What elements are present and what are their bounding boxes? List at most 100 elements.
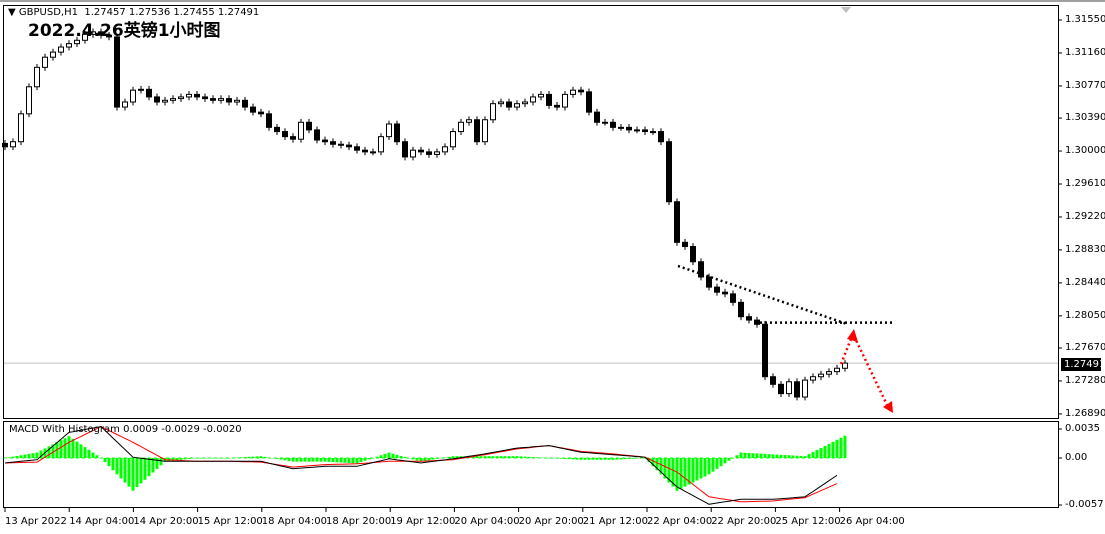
price-tick-label: 1.26890 bbox=[1065, 408, 1105, 419]
candle-body bbox=[643, 130, 648, 132]
candle-body bbox=[403, 142, 408, 157]
histogram-bar bbox=[24, 455, 27, 458]
candle-body bbox=[227, 99, 232, 102]
histogram-bar bbox=[404, 457, 407, 458]
time-tick-label: 25 Apr 12:00 bbox=[775, 516, 840, 527]
histogram-bar bbox=[736, 455, 739, 458]
histogram-bar bbox=[184, 458, 187, 459]
histogram-bar bbox=[576, 458, 579, 460]
candle-body bbox=[275, 127, 280, 131]
projection-arrow-path bbox=[841, 334, 888, 407]
candle-body bbox=[139, 89, 144, 90]
histogram-bar bbox=[696, 458, 699, 480]
histogram-bar bbox=[416, 458, 419, 460]
candle-body bbox=[27, 87, 32, 114]
histogram-bar bbox=[136, 458, 139, 487]
candle-body bbox=[235, 100, 240, 102]
candle-body bbox=[683, 242, 688, 246]
histogram-bar bbox=[344, 458, 347, 463]
histogram-bar bbox=[160, 458, 163, 465]
price-tick-label: 1.29220 bbox=[1065, 211, 1105, 222]
candle-body bbox=[539, 94, 544, 97]
histogram-bar bbox=[120, 458, 123, 478]
histogram-bar bbox=[492, 456, 495, 458]
histogram-bar bbox=[32, 453, 35, 458]
candle-body bbox=[547, 94, 552, 105]
histogram-bar bbox=[104, 458, 107, 462]
candle-body bbox=[411, 150, 416, 157]
histogram-bar bbox=[248, 457, 251, 458]
histogram-bar bbox=[560, 458, 563, 459]
histogram-bar bbox=[204, 458, 207, 459]
histogram-bar bbox=[296, 458, 299, 462]
triangle-down-icon[interactable]: ▼ bbox=[8, 7, 16, 18]
candle-body bbox=[827, 372, 832, 375]
candle-body bbox=[515, 104, 520, 107]
histogram-bar bbox=[612, 458, 615, 460]
price-tick-label: 1.31160 bbox=[1065, 47, 1105, 58]
candle-body bbox=[627, 127, 632, 130]
histogram-bar bbox=[316, 458, 319, 462]
candle-body bbox=[187, 94, 192, 97]
candle-body bbox=[467, 120, 472, 123]
histogram-bar bbox=[188, 458, 191, 459]
candle-body bbox=[619, 127, 624, 128]
histogram-bar bbox=[92, 453, 95, 458]
histogram-bar bbox=[836, 440, 839, 458]
histogram-bar bbox=[504, 456, 507, 458]
histogram-bar bbox=[564, 458, 567, 459]
histogram-bar bbox=[528, 457, 531, 458]
histogram-bar bbox=[396, 455, 399, 458]
candle-body bbox=[595, 112, 600, 122]
histogram-bar bbox=[340, 458, 343, 463]
time-tick-label: 22 Apr 04:00 bbox=[647, 516, 712, 527]
histogram-bar bbox=[436, 458, 439, 459]
histogram-bar bbox=[452, 456, 455, 458]
histogram-bar bbox=[376, 457, 379, 458]
histogram-bar bbox=[760, 454, 763, 458]
histogram-bar bbox=[212, 458, 215, 459]
histogram-bar bbox=[716, 458, 719, 469]
candle-body bbox=[19, 114, 24, 142]
histogram-bar bbox=[76, 442, 79, 458]
price-tick-label: 1.30390 bbox=[1065, 112, 1105, 123]
candle-body bbox=[587, 92, 592, 112]
histogram-bar bbox=[720, 458, 723, 466]
histogram-bar bbox=[484, 456, 487, 458]
histogram-bar bbox=[64, 438, 67, 458]
histogram-bar bbox=[744, 453, 747, 458]
candle-body bbox=[835, 368, 840, 371]
time-tick-label: 26 Apr 04:00 bbox=[840, 516, 905, 527]
histogram-bar bbox=[712, 458, 715, 472]
histogram-bar bbox=[412, 458, 415, 459]
time-tick-label: 20 Apr 20:00 bbox=[519, 516, 584, 527]
candle-body bbox=[11, 142, 16, 147]
candle-body bbox=[203, 97, 208, 99]
candle-body bbox=[59, 47, 64, 52]
candle-body bbox=[811, 377, 816, 380]
histogram-bar bbox=[804, 456, 807, 458]
histogram-bar bbox=[732, 458, 735, 459]
histogram-bar bbox=[800, 456, 803, 458]
candle-body bbox=[755, 320, 760, 324]
histogram-bar bbox=[820, 448, 823, 458]
histogram-bar bbox=[844, 436, 847, 458]
price-tick-label: 1.31550 bbox=[1065, 14, 1105, 25]
time-tick-label: 20 Apr 04:00 bbox=[454, 516, 519, 527]
histogram-bar bbox=[784, 455, 787, 458]
histogram-bar bbox=[608, 458, 611, 460]
candle-body bbox=[3, 143, 8, 146]
histogram-bar bbox=[624, 458, 627, 459]
candle-body bbox=[363, 150, 368, 152]
macd-tick-label: 0.00 bbox=[1065, 452, 1087, 463]
histogram-bar bbox=[424, 458, 427, 461]
histogram-bar bbox=[112, 458, 115, 470]
time-tick-label: 22 Apr 20:00 bbox=[711, 516, 776, 527]
histogram-bar bbox=[392, 454, 395, 458]
histogram-bar bbox=[300, 458, 303, 462]
time-tick-label: 18 Apr 20:00 bbox=[326, 516, 391, 527]
candle-body bbox=[51, 52, 56, 57]
histogram-bar bbox=[480, 456, 483, 458]
